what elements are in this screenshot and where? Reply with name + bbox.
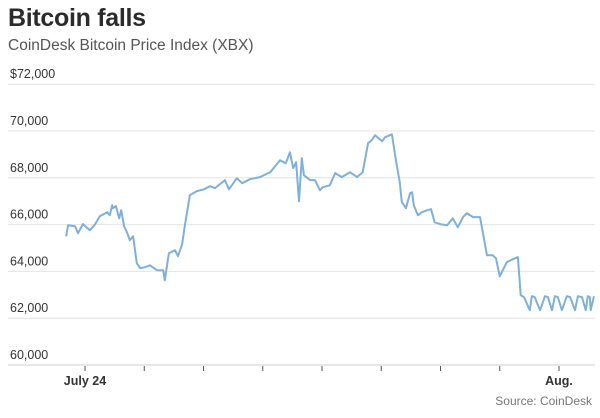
y-tick-label: 70,000 <box>10 114 48 128</box>
y-tick-label: 60,000 <box>10 348 48 362</box>
price-line <box>65 133 595 312</box>
chart-subtitle: CoinDesk Bitcoin Price Index (XBX) <box>8 37 254 54</box>
y-tick-label: $72,000 <box>10 67 55 81</box>
y-tick-label: 66,000 <box>10 208 48 222</box>
x-tick-label: July 24 <box>64 374 106 388</box>
chart-title: Bitcoin falls <box>8 4 146 32</box>
y-tick-label: 68,000 <box>10 161 48 175</box>
y-tick-label: 64,000 <box>10 254 48 268</box>
source-note: Source: CoinDesk <box>495 394 592 408</box>
x-tick-label: Aug. <box>545 374 573 388</box>
y-tick-label: 62,000 <box>10 301 48 315</box>
